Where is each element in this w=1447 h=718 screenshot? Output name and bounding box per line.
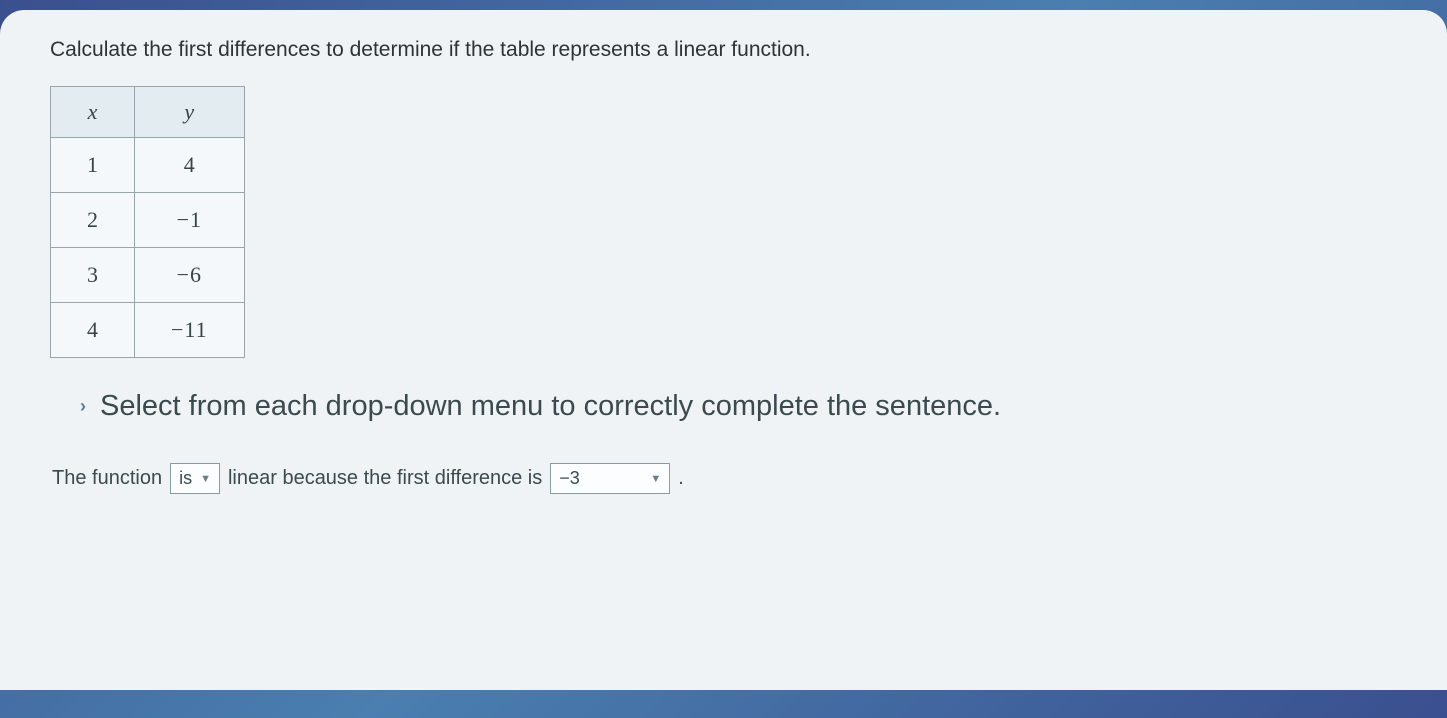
question-text: Calculate the first differences to deter… bbox=[50, 38, 1397, 62]
question-panel: Calculate the first differences to deter… bbox=[0, 10, 1447, 690]
cell-x: 3 bbox=[51, 248, 135, 303]
sentence-prefix: The function bbox=[52, 467, 162, 490]
sentence-middle: linear because the first difference is bbox=[228, 467, 542, 490]
answer-sentence: The function is ▼ linear because the fir… bbox=[52, 463, 1397, 494]
table-row: 2 −1 bbox=[51, 193, 245, 248]
sentence-suffix: . bbox=[678, 467, 684, 490]
cell-y: −6 bbox=[135, 248, 245, 303]
instruction-row: › Select from each drop-down menu to cor… bbox=[80, 390, 1397, 423]
chevron-down-icon: ▼ bbox=[650, 473, 661, 485]
chevron-down-icon: ▼ bbox=[200, 473, 211, 485]
cell-y: −11 bbox=[135, 303, 245, 358]
dropdown-value: is bbox=[179, 468, 192, 489]
table-row: 4 −11 bbox=[51, 303, 245, 358]
column-header-y: y bbox=[135, 87, 245, 138]
dropdown-value: −3 bbox=[559, 468, 642, 489]
cell-x: 4 bbox=[51, 303, 135, 358]
cell-x: 2 bbox=[51, 193, 135, 248]
cell-x: 1 bbox=[51, 138, 135, 193]
column-header-x: x bbox=[51, 87, 135, 138]
cell-y: 4 bbox=[135, 138, 245, 193]
instruction-text: Select from each drop-down menu to corre… bbox=[100, 390, 1001, 423]
table-header-row: x y bbox=[51, 87, 245, 138]
table-row: 3 −6 bbox=[51, 248, 245, 303]
cell-y: −1 bbox=[135, 193, 245, 248]
xy-table: x y 1 4 2 −1 3 −6 4 −11 bbox=[50, 86, 245, 358]
is-isnot-dropdown[interactable]: is ▼ bbox=[170, 463, 220, 494]
chevron-right-icon: › bbox=[80, 396, 86, 417]
first-difference-dropdown[interactable]: −3 ▼ bbox=[550, 463, 670, 494]
table-row: 1 4 bbox=[51, 138, 245, 193]
